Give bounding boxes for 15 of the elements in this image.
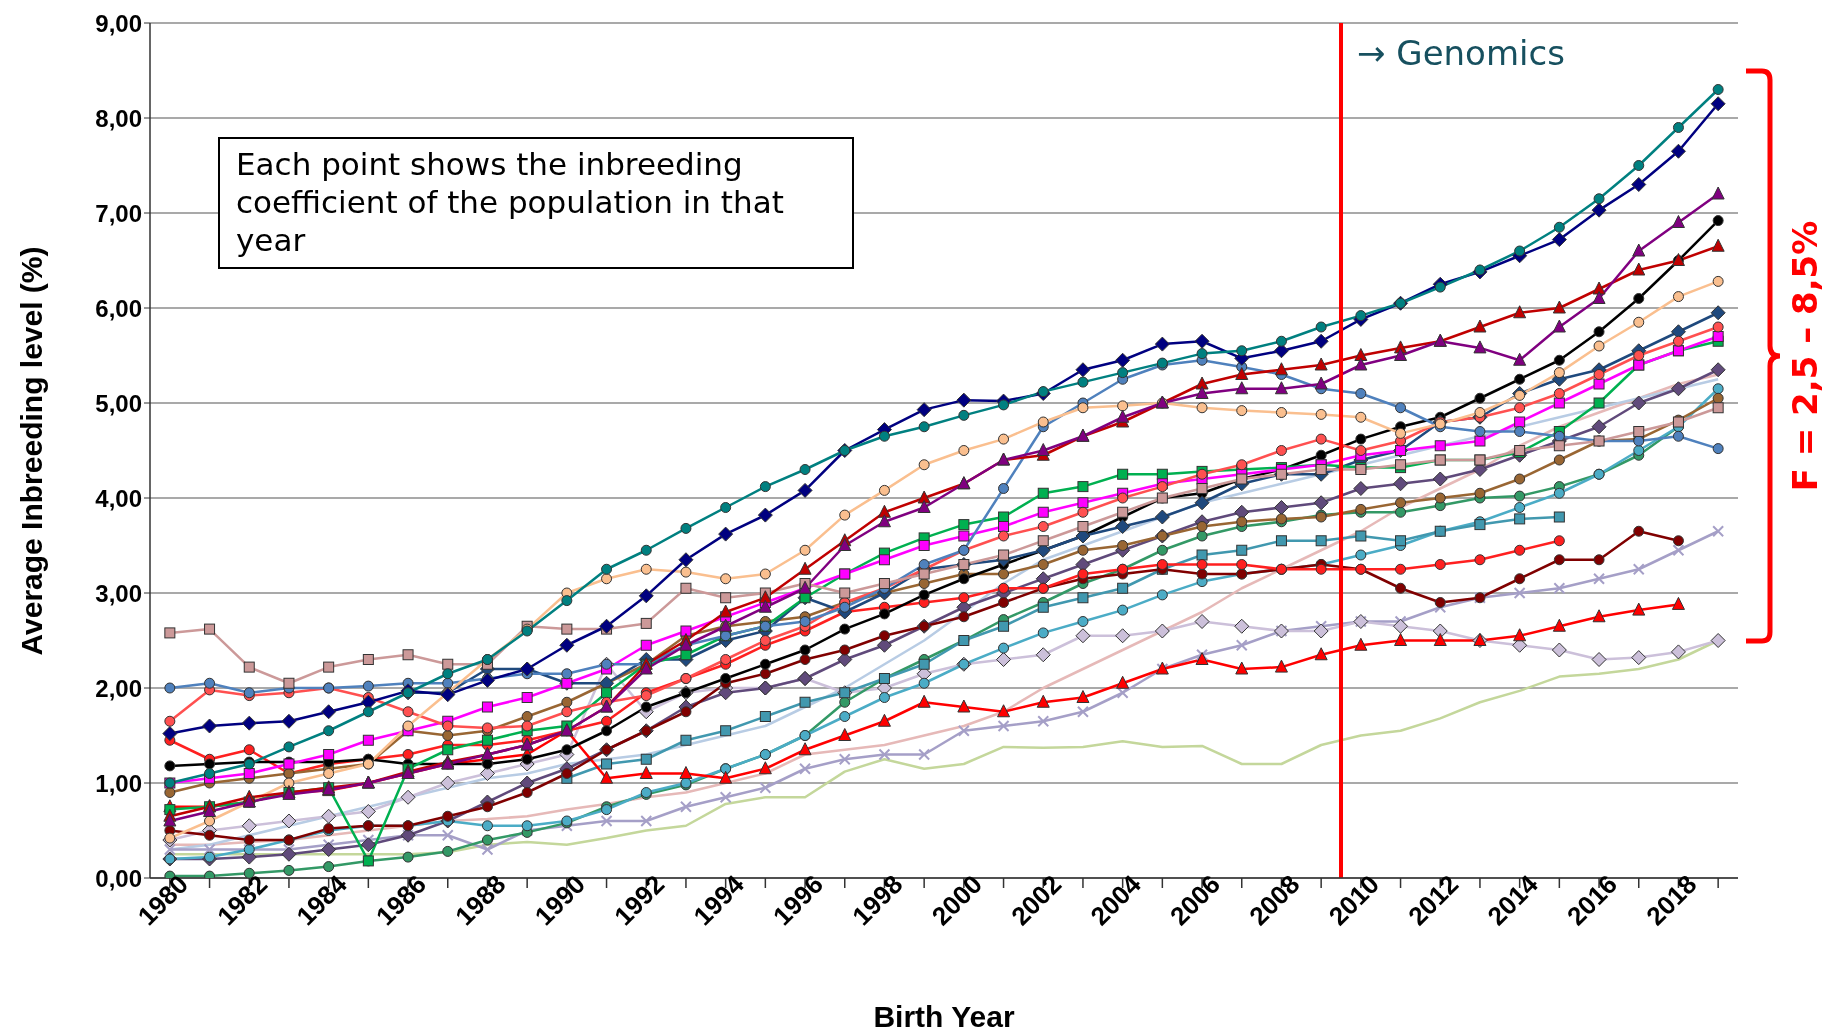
annotation: Each point shows the inbreeding coefficient of the population in that year [218,137,854,269]
y-tick-label: 4,00 [95,484,142,512]
y-tick-label: 9,00 [95,9,142,37]
y-tick-label: 0,00 [95,864,142,892]
y-tick-label: 7,00 [95,199,142,227]
y-tick-label: 6,00 [95,294,142,322]
y-tick-label: 5,00 [95,389,142,417]
text: F = 2,5 – 8,5% [1785,220,1825,491]
y-tick-label: 2,00 [95,674,142,702]
y-tick-label: 8,00 [95,104,142,132]
ref-line-label: → Genomics [1357,33,1565,73]
y-tick-label: 1,00 [95,769,142,797]
y-axis-title: Average Inbreeding level (%) [15,245,49,656]
x-axis-title: Birth Year [873,1000,1015,1033]
y-tick-label: 3,00 [95,579,142,607]
